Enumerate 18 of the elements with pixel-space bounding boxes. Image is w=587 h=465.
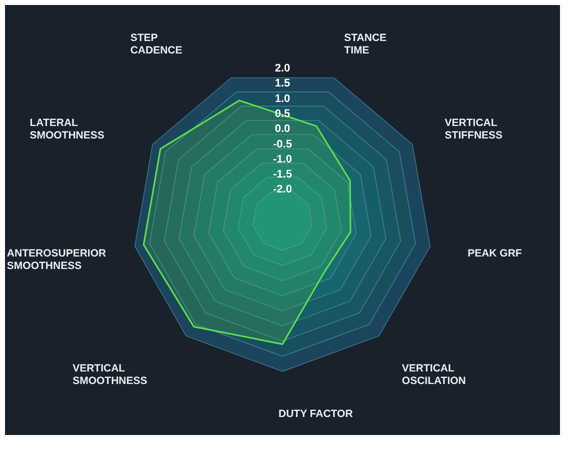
spoke-label: LATERAL SMOOTHNESS xyxy=(30,117,104,142)
y-tick-label: -2.0 xyxy=(273,184,292,196)
y-tick-label: 1.0 xyxy=(274,92,290,105)
spoke-label: DUTY FACTOR xyxy=(278,408,354,420)
y-tick-label: 2.0 xyxy=(274,62,290,75)
y-tick-label: 0.0 xyxy=(274,123,290,136)
y-tick-label: -1.5 xyxy=(273,168,292,181)
spoke-label: VERTICAL STIFFNESS xyxy=(444,117,503,142)
spoke-label: STANCE TIME xyxy=(344,32,387,56)
spoke-label: PEAK GRF xyxy=(468,248,522,260)
y-tick-label: -0.5 xyxy=(273,138,292,150)
y-tick-label: -1.0 xyxy=(273,153,292,166)
spoke-label: VERTICAL OSCILATION xyxy=(402,362,466,387)
spoke-label: STEP CADENCE xyxy=(130,32,182,56)
spoke-label: VERTICAL SMOOTHNESS xyxy=(72,362,148,387)
y-tick-label: 0.5 xyxy=(274,108,290,120)
y-tick-label: 1.5 xyxy=(274,78,290,90)
spoke-label: ANTEROSUPERIOR SMOOTHNESS xyxy=(6,248,107,272)
